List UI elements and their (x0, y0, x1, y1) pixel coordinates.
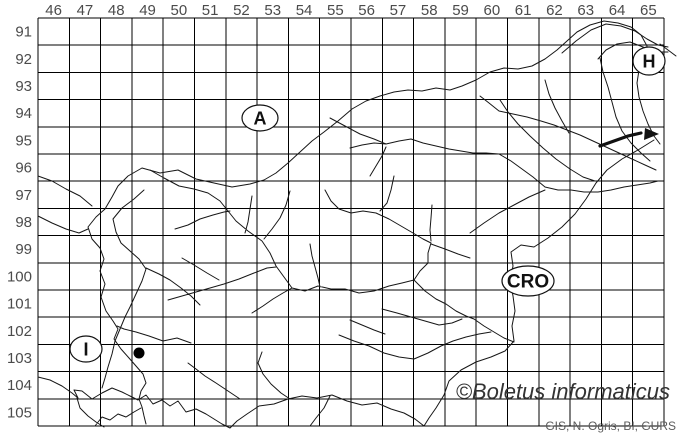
x-axis-label: 63 (577, 2, 594, 19)
y-axis-label: 94 (15, 105, 32, 122)
country-labels: A H CRO I (69, 46, 666, 363)
x-axis-label: 56 (358, 2, 375, 19)
credits-text: GIS, N. Ogris, BI, GURS (545, 419, 676, 433)
x-axis-label: 54 (296, 2, 313, 19)
country-ellipse-croatia (501, 265, 555, 297)
y-axis-label: 91 (15, 24, 32, 41)
y-axis-label: 101 (7, 296, 32, 313)
x-axis-label: 58 (421, 2, 438, 19)
y-axis-label: 100 (7, 268, 32, 285)
axis-labels: 46 47 48 49 50 51 52 53 54 55 56 57 58 59 60 61 62 63 64 65… (7, 2, 657, 421)
y-axis-label: 96 (15, 160, 32, 177)
y-axis-label: 105 (7, 404, 32, 421)
x-axis-label: 65 (640, 2, 657, 19)
occurrence-dot (133, 347, 145, 359)
y-axis-label: 99 (15, 241, 32, 258)
y-axis-label: 93 (15, 78, 32, 95)
y-axis-label: 95 (15, 132, 32, 149)
country-label-italy: I (83, 339, 88, 359)
x-axis-label: 59 (452, 2, 469, 19)
y-axis-label: 103 (7, 350, 32, 367)
x-axis-label: 50 (171, 2, 188, 19)
x-axis-label: 57 (390, 2, 407, 19)
country-label-croatia: CRO (507, 272, 549, 293)
y-axis-label: 92 (15, 51, 32, 68)
x-axis-label: 49 (139, 2, 156, 19)
x-axis-label: 60 (484, 2, 501, 19)
grid-lines (37, 17, 665, 427)
x-axis-label: 47 (77, 2, 94, 19)
country-ellipse-hungary (632, 46, 666, 76)
country-label-hungary: H (643, 51, 656, 71)
x-axis-label: 48 (108, 2, 125, 19)
y-axis-label: 98 (15, 214, 32, 231)
x-axis-label: 55 (327, 2, 344, 19)
x-axis-label: 51 (202, 2, 219, 19)
country-ellipse-austria (241, 104, 279, 132)
river-exit-bold-line (598, 131, 643, 148)
rivers-path (37, 23, 677, 427)
river-exit-arrowhead-icon (644, 128, 659, 140)
country-border-path (37, 20, 661, 429)
x-axis-label: 52 (233, 2, 250, 19)
x-axis-label: 46 (45, 2, 62, 19)
country-label-austria: A (254, 108, 267, 128)
y-axis-label: 97 (15, 187, 32, 204)
y-axis-label: 104 (7, 377, 32, 394)
x-axis-label: 61 (515, 2, 532, 19)
country-ellipse-italy (69, 335, 103, 363)
x-axis-label: 53 (264, 2, 281, 19)
x-axis-label: 62 (546, 2, 563, 19)
y-axis-label: 102 (7, 323, 32, 340)
watermark-text: ©Boletus informaticus (456, 379, 670, 404)
x-axis-label: 64 (609, 2, 626, 19)
